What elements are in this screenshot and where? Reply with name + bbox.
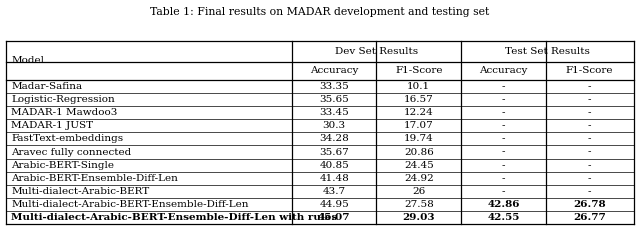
- Text: 17.07: 17.07: [404, 121, 434, 130]
- Text: -: -: [502, 161, 505, 170]
- Text: F1-Score: F1-Score: [566, 66, 614, 76]
- Text: Aravec fully connected: Aravec fully connected: [12, 147, 132, 157]
- Text: 44.95: 44.95: [319, 200, 349, 209]
- Text: Multi-dialect-Arabic-BERT-Ensemble-Diff-Len: Multi-dialect-Arabic-BERT-Ensemble-Diff-…: [12, 200, 249, 209]
- Text: Accuracy: Accuracy: [479, 66, 527, 76]
- Text: Logistic-Regression: Logistic-Regression: [12, 95, 115, 104]
- Text: 26.78: 26.78: [573, 200, 606, 209]
- Text: -: -: [588, 187, 591, 196]
- Text: Dev Set Results: Dev Set Results: [335, 47, 418, 56]
- Text: Multi-dialect-Arabic-BERT: Multi-dialect-Arabic-BERT: [12, 187, 150, 196]
- Text: Table 1: Final results on MADAR development and testing set: Table 1: Final results on MADAR developm…: [150, 7, 490, 17]
- Text: -: -: [588, 134, 591, 143]
- Text: F1-Score: F1-Score: [395, 66, 442, 76]
- Text: 19.74: 19.74: [404, 134, 434, 143]
- Text: 12.24: 12.24: [404, 108, 434, 117]
- Text: Madar-Safina: Madar-Safina: [12, 82, 83, 91]
- Text: Multi-dialect-Arabic-BERT-Ensemble-Diff-Len with rules: Multi-dialect-Arabic-BERT-Ensemble-Diff-…: [12, 213, 338, 222]
- Text: Accuracy: Accuracy: [310, 66, 358, 76]
- Text: Arabic-BERT-Ensemble-Diff-Len: Arabic-BERT-Ensemble-Diff-Len: [12, 174, 179, 183]
- Text: -: -: [502, 121, 505, 130]
- Text: 42.86: 42.86: [487, 200, 520, 209]
- Text: FastText-embeddings: FastText-embeddings: [12, 134, 124, 143]
- Text: 10.1: 10.1: [407, 82, 430, 91]
- Text: -: -: [588, 147, 591, 157]
- Text: 33.35: 33.35: [319, 82, 349, 91]
- Text: 34.28: 34.28: [319, 134, 349, 143]
- Text: -: -: [588, 121, 591, 130]
- Text: -: -: [588, 108, 591, 117]
- Text: 20.86: 20.86: [404, 147, 434, 157]
- Text: -: -: [502, 108, 505, 117]
- Text: -: -: [502, 147, 505, 157]
- Text: 42.55: 42.55: [487, 213, 520, 222]
- Text: 33.45: 33.45: [319, 108, 349, 117]
- Text: 24.92: 24.92: [404, 174, 434, 183]
- Text: -: -: [502, 82, 505, 91]
- Text: 41.48: 41.48: [319, 174, 349, 183]
- Text: 29.03: 29.03: [403, 213, 435, 222]
- Text: -: -: [588, 95, 591, 104]
- Text: 43.7: 43.7: [323, 187, 346, 196]
- Text: 35.65: 35.65: [319, 95, 349, 104]
- Text: 26.77: 26.77: [573, 213, 606, 222]
- Text: Arabic-BERT-Single: Arabic-BERT-Single: [12, 161, 115, 170]
- Text: 30.3: 30.3: [323, 121, 346, 130]
- Text: 35.67: 35.67: [319, 147, 349, 157]
- Text: -: -: [588, 174, 591, 183]
- Text: MADAR-1 Mawdoo3: MADAR-1 Mawdoo3: [12, 108, 118, 117]
- Text: -: -: [502, 95, 505, 104]
- Text: 24.45: 24.45: [404, 161, 434, 170]
- Text: 16.57: 16.57: [404, 95, 434, 104]
- Text: Model: Model: [12, 56, 44, 65]
- Text: 26: 26: [412, 187, 426, 196]
- Text: -: -: [502, 174, 505, 183]
- Text: 27.58: 27.58: [404, 200, 434, 209]
- Text: 45.07: 45.07: [318, 213, 350, 222]
- Text: 40.85: 40.85: [319, 161, 349, 170]
- Text: MADAR-1 JUST: MADAR-1 JUST: [12, 121, 93, 130]
- Text: -: -: [588, 161, 591, 170]
- Text: Test Set Results: Test Set Results: [505, 47, 590, 56]
- Text: -: -: [502, 134, 505, 143]
- Text: -: -: [588, 82, 591, 91]
- Text: -: -: [502, 187, 505, 196]
